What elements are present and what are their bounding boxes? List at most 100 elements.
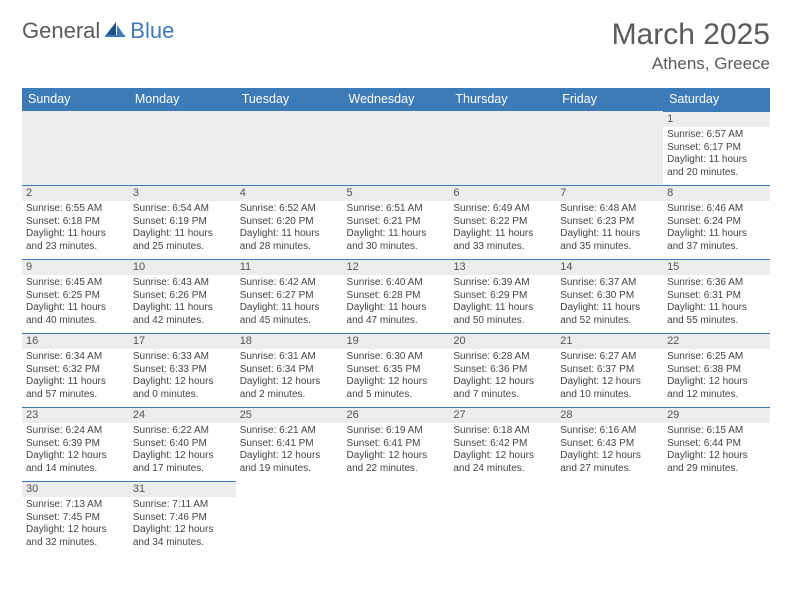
daylight-text: Daylight: 11 hours and 52 minutes. [560,302,659,327]
sunset-text: Sunset: 6:29 PM [453,290,552,303]
daylight-text: Daylight: 12 hours and 32 minutes. [26,524,125,549]
sunset-text: Sunset: 6:25 PM [26,290,125,303]
day-cell: 22Sunrise: 6:25 AMSunset: 6:38 PMDayligh… [663,333,770,407]
calendar-row: 16Sunrise: 6:34 AMSunset: 6:32 PMDayligh… [22,333,770,407]
day-cell: 8Sunrise: 6:46 AMSunset: 6:24 PMDaylight… [663,185,770,259]
sunrise-text: Sunrise: 6:46 AM [667,203,766,216]
location-text: Athens, Greece [612,54,770,74]
calendar-row: 9Sunrise: 6:45 AMSunset: 6:25 PMDaylight… [22,259,770,333]
day-number: 16 [22,333,129,350]
daylight-text: Daylight: 11 hours and 45 minutes. [240,302,339,327]
day-header: Friday [556,88,663,111]
sunset-text: Sunset: 7:45 PM [26,512,125,525]
day-cell: 4Sunrise: 6:52 AMSunset: 6:20 PMDaylight… [236,185,343,259]
sunrise-text: Sunrise: 6:43 AM [133,277,232,290]
sunset-text: Sunset: 6:42 PM [453,438,552,451]
sunset-text: Sunset: 6:21 PM [347,216,446,229]
calendar-row: 2Sunrise: 6:55 AMSunset: 6:18 PMDaylight… [22,185,770,259]
sunset-text: Sunset: 6:44 PM [667,438,766,451]
daylight-text: Daylight: 11 hours and 55 minutes. [667,302,766,327]
day-number: 8 [663,185,770,202]
daylight-text: Daylight: 11 hours and 25 minutes. [133,228,232,253]
day-header: Thursday [449,88,556,111]
daylight-text: Daylight: 12 hours and 0 minutes. [133,376,232,401]
day-number: 25 [236,407,343,424]
calendar-header-row: SundayMondayTuesdayWednesdayThursdayFrid… [22,88,770,111]
day-cell: 16Sunrise: 6:34 AMSunset: 6:32 PMDayligh… [22,333,129,407]
sunrise-text: Sunrise: 6:40 AM [347,277,446,290]
day-header: Saturday [663,88,770,111]
sail-icon [104,20,126,43]
sunrise-text: Sunrise: 6:24 AM [26,425,125,438]
daylight-text: Daylight: 12 hours and 10 minutes. [560,376,659,401]
empty-cell [236,481,343,555]
day-number: 18 [236,333,343,350]
day-number: 22 [663,333,770,350]
daylight-text: Daylight: 12 hours and 22 minutes. [347,450,446,475]
sunset-text: Sunset: 6:23 PM [560,216,659,229]
day-cell: 31Sunrise: 7:11 AMSunset: 7:46 PMDayligh… [129,481,236,555]
day-cell: 26Sunrise: 6:19 AMSunset: 6:41 PMDayligh… [343,407,450,481]
brand-part2: Blue [130,18,174,44]
daylight-text: Daylight: 11 hours and 23 minutes. [26,228,125,253]
day-number: 24 [129,407,236,424]
empty-cell [556,111,663,185]
day-cell: 28Sunrise: 6:16 AMSunset: 6:43 PMDayligh… [556,407,663,481]
page-header: General Blue March 2025 Athens, Greece [22,18,770,74]
sunset-text: Sunset: 6:26 PM [133,290,232,303]
sunset-text: Sunset: 6:40 PM [133,438,232,451]
daylight-text: Daylight: 11 hours and 30 minutes. [347,228,446,253]
day-cell: 29Sunrise: 6:15 AMSunset: 6:44 PMDayligh… [663,407,770,481]
sunset-text: Sunset: 6:28 PM [347,290,446,303]
day-cell: 6Sunrise: 6:49 AMSunset: 6:22 PMDaylight… [449,185,556,259]
sunrise-text: Sunrise: 6:54 AM [133,203,232,216]
day-cell: 7Sunrise: 6:48 AMSunset: 6:23 PMDaylight… [556,185,663,259]
daylight-text: Daylight: 11 hours and 50 minutes. [453,302,552,327]
day-cell: 24Sunrise: 6:22 AMSunset: 6:40 PMDayligh… [129,407,236,481]
sunset-text: Sunset: 6:31 PM [667,290,766,303]
calendar-table: SundayMondayTuesdayWednesdayThursdayFrid… [22,88,770,555]
daylight-text: Daylight: 12 hours and 7 minutes. [453,376,552,401]
day-cell: 20Sunrise: 6:28 AMSunset: 6:36 PMDayligh… [449,333,556,407]
sunrise-text: Sunrise: 6:48 AM [560,203,659,216]
day-cell: 3Sunrise: 6:54 AMSunset: 6:19 PMDaylight… [129,185,236,259]
day-number: 2 [22,185,129,202]
day-number: 15 [663,259,770,276]
day-cell: 27Sunrise: 6:18 AMSunset: 6:42 PMDayligh… [449,407,556,481]
empty-cell [556,481,663,555]
sunrise-text: Sunrise: 6:27 AM [560,351,659,364]
day-number: 23 [22,407,129,424]
daylight-text: Daylight: 12 hours and 24 minutes. [453,450,552,475]
daylight-text: Daylight: 11 hours and 47 minutes. [347,302,446,327]
daylight-text: Daylight: 11 hours and 40 minutes. [26,302,125,327]
sunrise-text: Sunrise: 7:13 AM [26,499,125,512]
day-cell: 10Sunrise: 6:43 AMSunset: 6:26 PMDayligh… [129,259,236,333]
day-cell: 25Sunrise: 6:21 AMSunset: 6:41 PMDayligh… [236,407,343,481]
sunset-text: Sunset: 6:36 PM [453,364,552,377]
sunset-text: Sunset: 6:41 PM [347,438,446,451]
day-number: 4 [236,185,343,202]
sunset-text: Sunset: 6:43 PM [560,438,659,451]
sunrise-text: Sunrise: 6:55 AM [26,203,125,216]
sunrise-text: Sunrise: 6:16 AM [560,425,659,438]
sunrise-text: Sunrise: 6:25 AM [667,351,766,364]
empty-cell [129,111,236,185]
sunset-text: Sunset: 6:35 PM [347,364,446,377]
day-number: 21 [556,333,663,350]
day-cell: 1Sunrise: 6:57 AMSunset: 6:17 PMDaylight… [663,111,770,185]
sunrise-text: Sunrise: 6:42 AM [240,277,339,290]
daylight-text: Daylight: 11 hours and 42 minutes. [133,302,232,327]
empty-cell [236,111,343,185]
day-cell: 5Sunrise: 6:51 AMSunset: 6:21 PMDaylight… [343,185,450,259]
sunrise-text: Sunrise: 6:30 AM [347,351,446,364]
day-number: 6 [449,185,556,202]
day-number: 29 [663,407,770,424]
daylight-text: Daylight: 11 hours and 33 minutes. [453,228,552,253]
day-cell: 9Sunrise: 6:45 AMSunset: 6:25 PMDaylight… [22,259,129,333]
sunset-text: Sunset: 6:34 PM [240,364,339,377]
day-cell: 12Sunrise: 6:40 AMSunset: 6:28 PMDayligh… [343,259,450,333]
day-number: 30 [22,481,129,498]
sunrise-text: Sunrise: 6:22 AM [133,425,232,438]
calendar-row: 23Sunrise: 6:24 AMSunset: 6:39 PMDayligh… [22,407,770,481]
empty-cell [22,111,129,185]
